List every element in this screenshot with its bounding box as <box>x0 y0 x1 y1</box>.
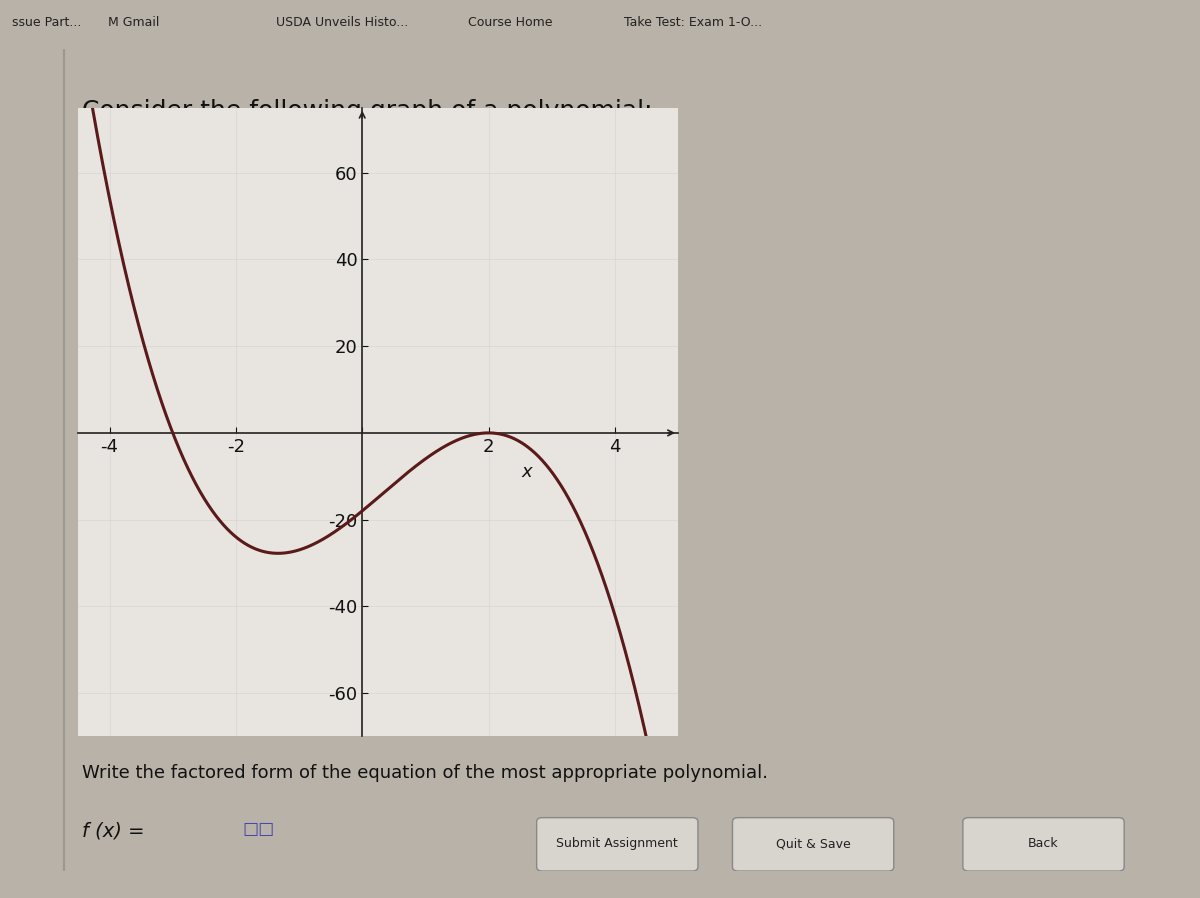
Text: Course Home: Course Home <box>468 16 552 29</box>
Text: Quit & Save: Quit & Save <box>775 838 851 850</box>
Text: M Gmail: M Gmail <box>108 16 160 29</box>
Text: x: x <box>521 463 532 481</box>
Text: Consider the following graph of a polynomial:: Consider the following graph of a polyno… <box>82 99 652 123</box>
FancyBboxPatch shape <box>962 818 1124 871</box>
Text: ssue Part...: ssue Part... <box>12 16 82 29</box>
Text: f (x) =: f (x) = <box>82 822 144 841</box>
Text: Back: Back <box>1028 838 1058 850</box>
Text: ☐☐: ☐☐ <box>242 822 275 840</box>
FancyBboxPatch shape <box>732 818 894 871</box>
Text: Take Test: Exam 1-O...: Take Test: Exam 1-O... <box>624 16 762 29</box>
Text: Submit Assignment: Submit Assignment <box>557 838 678 850</box>
Text: Write the factored form of the equation of the most appropriate polynomial.: Write the factored form of the equation … <box>82 764 768 782</box>
FancyBboxPatch shape <box>536 818 698 871</box>
Text: USDA Unveils Histo...: USDA Unveils Histo... <box>276 16 408 29</box>
